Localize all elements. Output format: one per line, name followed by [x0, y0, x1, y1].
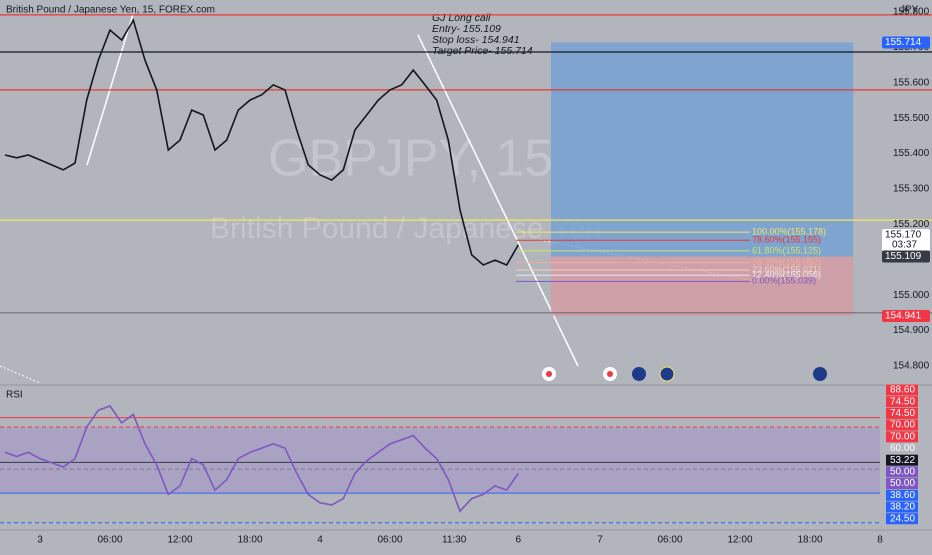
event-icon-dot: [607, 371, 613, 377]
fib-label: 100.00%(155.178): [752, 227, 826, 237]
annotation: Entry- 155.109: [432, 23, 501, 35]
rsi-tag-label: 74.50: [890, 408, 915, 419]
x-tick-label: 18:00: [237, 535, 262, 546]
fib-label: 23.60%(155.071): [752, 264, 821, 274]
rsi-tag: [886, 501, 918, 513]
annotation: Target Price- 155.714: [432, 45, 533, 57]
x-tick-label: 06:00: [377, 535, 402, 546]
rsi-label: RSI: [6, 390, 23, 401]
rsi-tag-label: 38.20: [890, 502, 915, 513]
event-icon[interactable]: [813, 367, 827, 381]
rsi-tag: [886, 454, 918, 466]
rsi-tag: [886, 443, 918, 454]
price-line: [4, 18, 519, 267]
y-tick-label: 155.300: [893, 184, 930, 195]
stop-zone: [551, 256, 854, 316]
price-tag-label: 154.941: [885, 311, 922, 322]
rsi-tag-label: 60.00: [890, 443, 915, 454]
y-tick-label: 155.500: [893, 113, 930, 124]
x-tick-label: 12:00: [167, 535, 192, 546]
price-tag: [882, 228, 930, 251]
y-tick-label: 155.600: [893, 77, 930, 88]
price-tag-label: 155.714: [885, 37, 922, 48]
x-tick-label: 4: [317, 535, 323, 546]
rsi-tag-label: 88.60: [890, 385, 915, 396]
rsi-tag: [886, 478, 918, 490]
fib-label: 78.60%(155.155): [752, 235, 821, 245]
rsi-tag: [886, 396, 918, 408]
price-tag: [882, 250, 930, 263]
dotted-line: [0, 365, 41, 384]
rsi-line: [4, 405, 519, 513]
rsi-tag-label: 24.50: [890, 513, 915, 524]
y-tick-label: 155.800: [893, 7, 930, 18]
x-tick-label: 06:00: [97, 535, 122, 546]
x-tick-label: 6: [516, 535, 522, 546]
y-tick-label: 155.000: [893, 290, 930, 301]
fib-label: 61.80%(155.125): [752, 245, 821, 255]
rsi-tag-label: 50.00: [890, 467, 915, 478]
rsi-tag: [886, 466, 918, 478]
price-tag: [882, 309, 930, 322]
rsi-tag: [886, 407, 918, 419]
fib-label: 38.20%(155.092): [752, 257, 821, 267]
rsi-tag-label: 53.22: [890, 455, 915, 466]
x-tick-label: 3: [37, 535, 43, 546]
currency: JPY: [900, 5, 919, 16]
watermark: GBPJPY, 15: [268, 130, 553, 188]
annotation: Stop loss- 154.941: [432, 34, 520, 46]
chart-title: British Pound / Japanese Yen, 15, FOREX.…: [6, 5, 215, 16]
x-tick-label: 06:00: [657, 535, 682, 546]
event-icons: [542, 366, 827, 382]
x-tick-label: 18:00: [797, 535, 822, 546]
fib-label: 12.40%(155.056): [752, 270, 821, 280]
price-tag-label: 155.109: [885, 251, 922, 262]
x-tick-label: 12:00: [727, 535, 752, 546]
event-icon[interactable]: [632, 367, 646, 381]
rsi-tag: [886, 431, 918, 443]
rsi-tag: [886, 513, 918, 525]
x-tick-label: 8: [877, 535, 883, 546]
fib-label: 0.00%(155.039): [752, 276, 816, 286]
rsi-tag-label: 50.00: [890, 478, 915, 489]
y-tick-label: 154.900: [893, 325, 930, 336]
y-tick-label: 155.400: [893, 148, 930, 159]
event-icon-dot: [546, 371, 552, 377]
y-tick-label: 154.800: [893, 361, 930, 372]
rsi-tag-label: 74.50: [890, 396, 915, 407]
price-tag: [882, 36, 930, 49]
rsi-tag: [886, 384, 918, 396]
x-tick-label: 11:30: [442, 535, 467, 546]
rsi-tag: [886, 419, 918, 431]
event-icon[interactable]: [659, 366, 675, 382]
rsi-tag-label: 70.00: [890, 431, 915, 442]
rsi-tag-label: 38.60: [890, 490, 915, 501]
x-tick-label: 7: [597, 535, 603, 546]
price-tag-label: 155.170: [885, 230, 922, 241]
watermark-sub: British Pound / Japanese Yen: [210, 212, 602, 245]
rsi-tag: [886, 489, 918, 501]
rsi-band: [0, 427, 880, 494]
rsi-tag-label: 70.00: [890, 420, 915, 431]
price-tag-sub: 03:37: [892, 240, 917, 251]
y-tick-label: 155.200: [893, 219, 930, 230]
target-zone: [551, 42, 854, 257]
